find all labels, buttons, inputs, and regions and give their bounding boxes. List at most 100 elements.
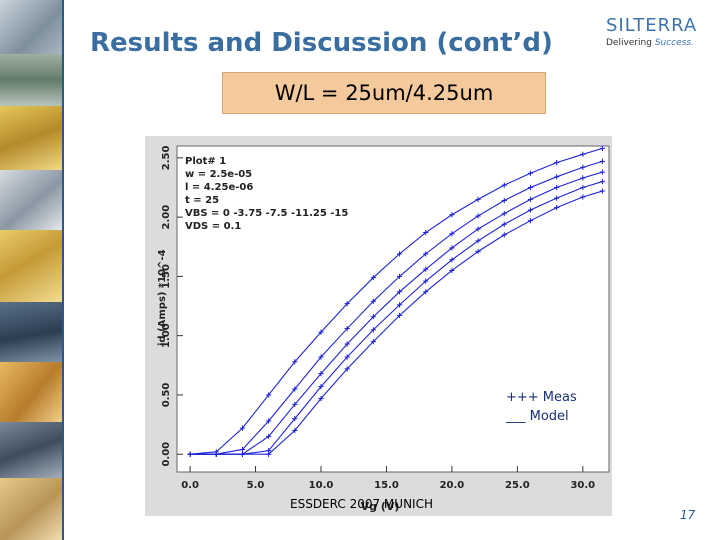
meas-point (292, 386, 298, 392)
meas-point (580, 175, 586, 181)
meas-point (475, 226, 481, 232)
meas-point (423, 289, 429, 295)
y-tick-label: 0.00 (161, 442, 172, 467)
meas-point (266, 392, 272, 398)
cleanroom-photo (0, 54, 62, 106)
meas-point (396, 251, 403, 257)
meas-point (475, 248, 481, 255)
meas-point (266, 418, 272, 424)
x-tick-label: 30.0 (570, 480, 595, 491)
subtitle-box: W/L = 25um/4.25um (222, 72, 546, 114)
meas-point (318, 329, 324, 335)
meas-point (580, 151, 586, 157)
cleanroom-photo (0, 0, 62, 54)
meas-point (239, 446, 246, 453)
meas-point (527, 218, 534, 224)
meas-point (423, 278, 429, 284)
meas-point (599, 178, 606, 185)
meas-point (599, 158, 606, 165)
slide-title: Results and Discussion (cont’d) (90, 28, 553, 58)
x-axis-label: Vg (V) (361, 500, 400, 513)
meas-point (239, 425, 246, 431)
plot-annotation-line: w = 2.5e-05 (185, 169, 252, 180)
meas-point (475, 213, 481, 219)
meas-point (475, 196, 481, 202)
meas-point (449, 231, 455, 237)
meas-point (344, 341, 350, 347)
meas-point (501, 210, 507, 217)
x-tick-label: 15.0 (374, 480, 399, 491)
meas-point (239, 451, 246, 457)
x-tick-label: 10.0 (309, 480, 334, 491)
meas-point (527, 184, 534, 191)
meas-point (449, 212, 455, 218)
meas-point (501, 197, 507, 204)
y-tick-label: 1.00 (161, 323, 172, 348)
meas-point (554, 184, 560, 191)
meas-point (554, 159, 560, 166)
legend-meas: +++ Meas (506, 390, 577, 405)
legend-model: ___ Model (506, 409, 569, 424)
meas-point (580, 164, 586, 170)
divider (62, 0, 64, 540)
meas-point (396, 302, 403, 308)
meas-point (449, 245, 455, 251)
meas-point (527, 207, 534, 213)
meas-point (423, 251, 429, 257)
logo-name: SILTERRA (606, 15, 698, 36)
y-tick-label: 1.50 (161, 264, 172, 289)
meas-point (318, 354, 324, 360)
meas-point (580, 184, 586, 191)
meas-point (266, 433, 272, 440)
meas-point (344, 325, 350, 332)
plot-annotation-line: t = 25 (185, 195, 219, 206)
meas-point (449, 267, 455, 274)
meas-point (396, 312, 403, 319)
plot-annotation-line: VBS = 0 -3.75 -7.5 -11.25 -15 (185, 208, 348, 219)
logo-tagline-prefix: Delivering (606, 38, 655, 48)
meas-point (580, 194, 586, 200)
meas-point (344, 301, 350, 307)
meas-point (292, 401, 298, 408)
meas-point (423, 266, 429, 272)
meas-point (527, 196, 534, 202)
x-tick-label: 20.0 (440, 480, 465, 491)
y-tick-label: 2.50 (161, 145, 172, 170)
company-logo: SILTERRA Delivering Success. (606, 16, 706, 52)
meas-point (292, 416, 298, 422)
meas-point (318, 371, 324, 377)
meas-point (554, 195, 560, 201)
photo-strip (0, 0, 62, 540)
plot-annotation-line: l = 4.25e-06 (185, 182, 253, 193)
plot-annotation-line: Plot# 1 (185, 156, 226, 167)
meas-point (599, 188, 606, 194)
meas-point (527, 170, 534, 176)
chart: 0.0 5.0 10.0 15.0 20.0 25.0 30.0 0.00 0.50 1.00 1.… (145, 136, 612, 516)
meas-point (554, 205, 560, 211)
meas-point (396, 289, 403, 295)
page-number: 17 (680, 508, 696, 522)
meas-point (318, 395, 324, 402)
plot-annotation-line: VDS = 0.1 (185, 221, 241, 232)
logo-tagline: Delivering Success. (606, 38, 706, 48)
y-tick-label: 0.50 (161, 383, 172, 408)
cleanroom-photo (0, 230, 62, 302)
meas-point (599, 169, 606, 175)
x-tick-label: 5.0 (247, 480, 265, 491)
meas-point (213, 451, 219, 457)
meas-point (554, 174, 560, 180)
meas-point (370, 327, 376, 333)
meas-point (501, 221, 507, 227)
subtitle-text: W/L = 25um/4.25um (274, 81, 494, 105)
chart-legend: +++ Meas ___ Model (506, 388, 577, 426)
meas-point (501, 182, 507, 188)
y-axis-label: id (Amps) *10^-4 (157, 249, 168, 346)
chart-svg: 0.0 5.0 10.0 15.0 20.0 25.0 30.0 0.00 0.50 1.00 1.… (145, 136, 612, 516)
meas-point (266, 451, 272, 457)
meas-point (344, 354, 350, 360)
cleanroom-photo (0, 106, 62, 170)
meas-point (396, 273, 403, 279)
meas-point (599, 145, 606, 151)
cleanroom-photo (0, 170, 62, 230)
meas-point (501, 232, 507, 238)
